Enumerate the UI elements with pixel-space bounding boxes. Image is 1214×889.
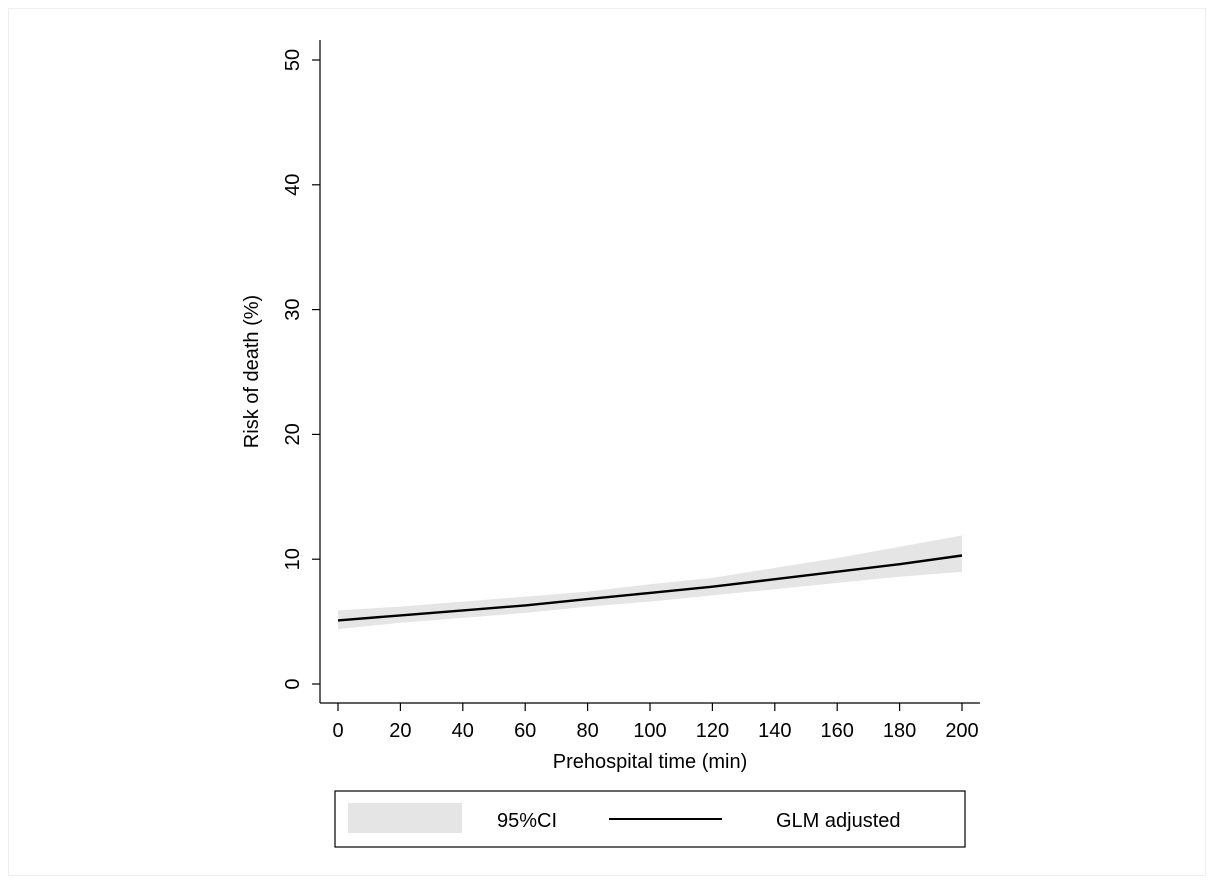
- chart-frame: [8, 8, 1206, 876]
- legend-label-line: GLM adjusted: [776, 810, 901, 832]
- x-tick-label: 200: [945, 720, 978, 742]
- ci-band: [338, 535, 962, 630]
- legend-swatch-ci: [348, 803, 462, 833]
- y-tick-label: 50: [282, 49, 304, 71]
- x-tick-label: 40: [452, 720, 474, 742]
- legend-label-ci: 95%CI: [497, 810, 557, 832]
- x-tick-label: 80: [576, 720, 598, 742]
- y-tick-label: 0: [282, 678, 304, 689]
- series-line-glm: [337, 554, 963, 622]
- series-line-layer: [337, 554, 963, 622]
- legend: 95%CI GLM adjusted: [334, 790, 966, 848]
- axes-layer: 0 20 40 60 80 100 120 140 160 180 200 0 10 20 30 40 50: [282, 40, 980, 742]
- x-tick-label: 140: [758, 720, 791, 742]
- y-tick-label: 30: [282, 298, 304, 320]
- x-tick-label: 0: [332, 720, 343, 742]
- x-tick-label: 160: [821, 720, 854, 742]
- x-tick-label: 20: [389, 720, 411, 742]
- x-tick-label: 180: [883, 720, 916, 742]
- y-tick-label: 40: [282, 174, 304, 196]
- y-tick-label: 10: [282, 548, 304, 570]
- x-tick-label: 100: [633, 720, 666, 742]
- x-tick-label: 60: [514, 720, 536, 742]
- y-axis-title: Risk of death (%): [241, 295, 263, 448]
- x-axis-title: Prehospital time (min): [553, 751, 748, 773]
- ci-band-layer: [338, 535, 962, 630]
- x-tick-label: 120: [696, 720, 729, 742]
- y-tick-label: 20: [282, 423, 304, 445]
